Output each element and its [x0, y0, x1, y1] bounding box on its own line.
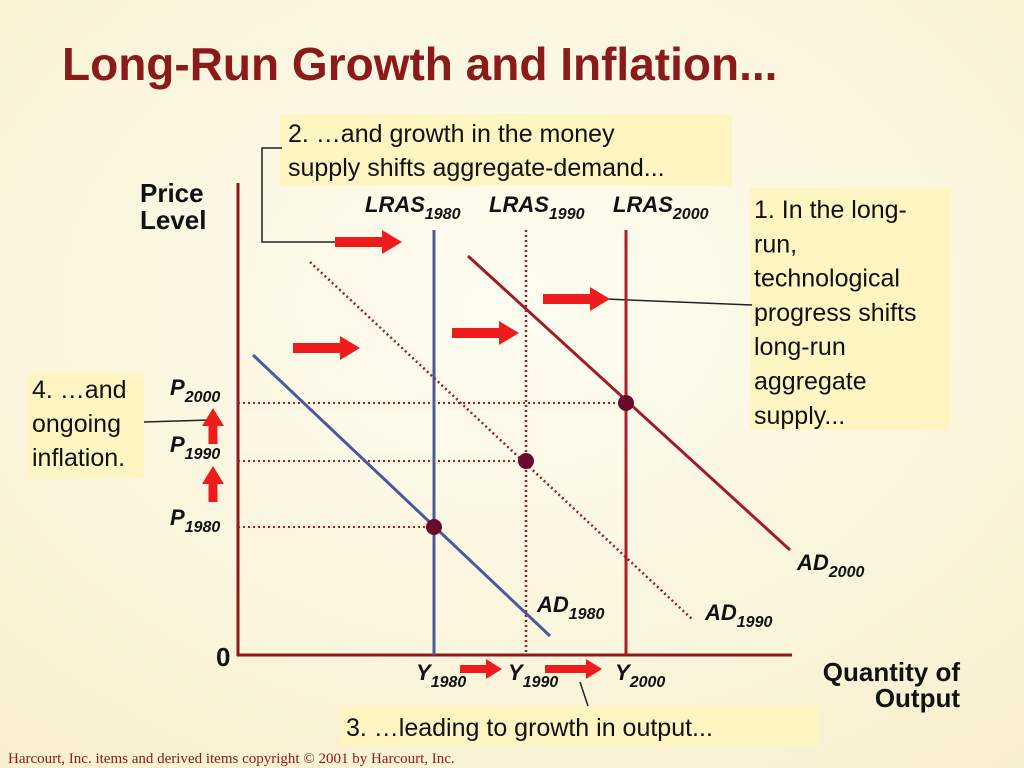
shift-arrow [335, 230, 402, 254]
label-sub: 1990 [523, 674, 559, 691]
shift-arrow [460, 659, 502, 679]
label-main: AD [796, 550, 829, 575]
connector [605, 298, 753, 306]
label-main: Y [615, 660, 632, 685]
connectors [143, 147, 753, 707]
label-sub: 2000 [629, 674, 666, 691]
shift-arrow [293, 336, 360, 360]
shift-arrow [452, 321, 519, 345]
label-sub: 2000 [184, 389, 221, 406]
label-sub: 2000 [672, 206, 709, 223]
label-main: LRAS [365, 192, 425, 217]
connector [143, 419, 211, 423]
equilibrium [618, 395, 634, 411]
output-label: Y2000 [615, 660, 665, 691]
callout-box [750, 188, 950, 430]
output-label: Y1980 [416, 660, 466, 691]
callout-box [340, 706, 820, 746]
callout-text: progress shifts [754, 299, 917, 327]
callout-text: supply shifts aggregate-demand... [288, 154, 665, 182]
callout-box [28, 372, 144, 478]
callout-box [280, 114, 732, 186]
ad-label: AD1990 [704, 600, 772, 631]
y-axis-label: Price [140, 178, 204, 208]
label-sub: 1990 [185, 446, 221, 463]
label-main: LRAS [613, 192, 673, 217]
callout-text: run, [754, 230, 797, 258]
label-sub: 1990 [549, 206, 585, 223]
x-axis-label: Quantity of [823, 657, 961, 687]
title: Long-Run Growth and Inflation... [62, 38, 777, 90]
label-main: Y [416, 660, 433, 685]
label-sub: 2000 [828, 564, 865, 581]
ad-curve [309, 261, 694, 621]
label-sub: 1990 [737, 614, 773, 631]
lras-label: LRAS1990 [489, 192, 585, 223]
label-main: P [170, 432, 185, 457]
guides [238, 402, 626, 528]
label-main: P [170, 375, 185, 400]
callout-text: 1. In the long- [754, 196, 907, 224]
ad-curve [251, 353, 552, 638]
callout-text: long-run [754, 333, 846, 361]
shift-arrow [543, 287, 610, 311]
callout-text: supply... [754, 402, 845, 430]
callout-text: 4. …and [32, 376, 127, 404]
shift-arrow [545, 659, 602, 679]
ad-label: AD2000 [796, 550, 864, 581]
callout-text: 2. …and growth in the money [288, 120, 615, 148]
equilibrium [518, 453, 534, 469]
shift-arrow [202, 408, 224, 444]
arrows [202, 230, 610, 679]
label-sub: 1980 [185, 519, 221, 536]
connector [261, 147, 335, 243]
label-sub: 1980 [569, 606, 605, 623]
callout-text: inflation. [32, 444, 125, 472]
callout-text: technological [754, 265, 900, 293]
label-main: P [170, 505, 185, 530]
ad-label: AD1980 [536, 592, 604, 623]
callout-text: 3. …leading to growth in output... [346, 714, 713, 742]
price-label: P1980 [170, 505, 220, 536]
label-main: AD [536, 592, 569, 617]
lras-label: LRAS2000 [613, 192, 709, 223]
lras-label: LRAS1980 [365, 192, 461, 223]
label-main: LRAS [489, 192, 549, 217]
output-label: Y1990 [508, 660, 558, 691]
footer: Harcourt, Inc. items and derived items c… [8, 751, 455, 767]
label-main: Y [508, 660, 525, 685]
x-axis-label: Output [875, 683, 961, 713]
callout-text: aggregate [754, 368, 867, 396]
price-label: P2000 [170, 375, 220, 406]
label-sub: 1980 [425, 206, 461, 223]
y-axis-label: Level [140, 205, 207, 235]
label-main: AD [704, 600, 737, 625]
shift-arrow [202, 466, 224, 502]
price-label: P1990 [170, 432, 220, 463]
origin-label: 0 [216, 642, 230, 672]
connector [579, 681, 589, 707]
equilibrium [426, 519, 442, 535]
callout-text: ongoing [32, 410, 121, 438]
label-sub: 1980 [431, 674, 467, 691]
